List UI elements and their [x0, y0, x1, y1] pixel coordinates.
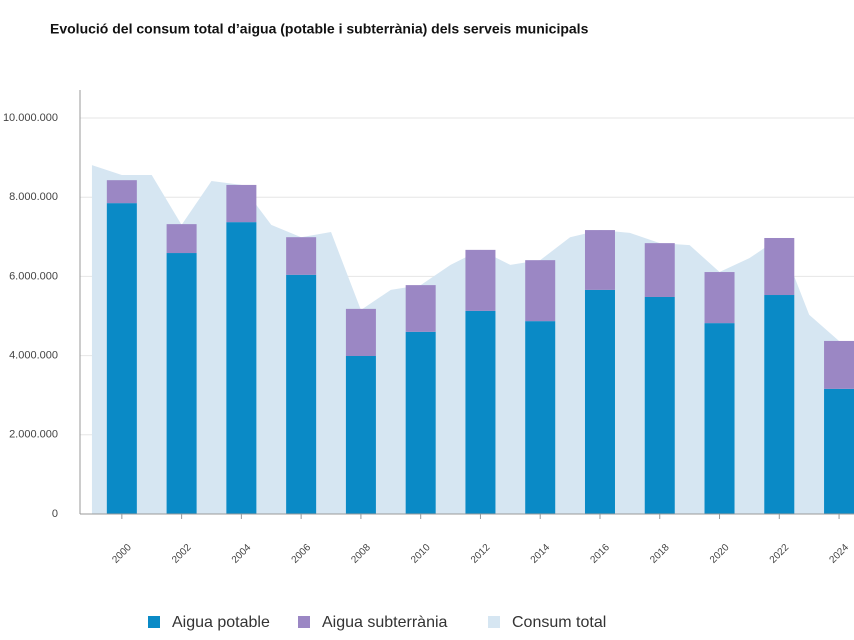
x-tick-label: 2020: [708, 542, 732, 566]
y-tick-label: 4.000.000: [9, 350, 58, 362]
x-tick-label: 2006: [290, 542, 314, 566]
x-tick-label: 2022: [768, 542, 792, 566]
x-tick-label: 2014: [529, 542, 553, 566]
bar: [226, 184, 257, 223]
bar: [106, 203, 137, 514]
bar: [525, 260, 556, 322]
legend-label: Aigua potable: [172, 614, 270, 631]
bar: [644, 296, 675, 514]
x-tick-label: 2000: [110, 542, 134, 566]
x-tick-label: 2024: [828, 542, 852, 566]
bar: [764, 295, 795, 514]
bar: [465, 310, 496, 514]
bar: [764, 237, 795, 296]
y-tick-label: 10.000.000: [3, 112, 58, 124]
bar: [584, 289, 615, 514]
bar: [166, 224, 197, 254]
bar: [525, 321, 556, 514]
bar: [226, 222, 257, 514]
legend-swatch: [298, 616, 310, 628]
y-tick-label: 2.000.000: [9, 429, 58, 441]
chart-title: Evolució del consum total d’aigua (potab…: [50, 21, 589, 37]
bar: [704, 323, 735, 514]
bar: [166, 253, 197, 514]
x-tick-label: 2010: [409, 542, 433, 566]
bar: [644, 243, 675, 297]
legend-label: Aigua subterrània: [322, 614, 448, 631]
bar: [405, 285, 436, 332]
bar: [286, 237, 317, 275]
bar: [345, 308, 376, 356]
x-tick-label: 2004: [230, 542, 254, 566]
x-tick-label: 2002: [170, 542, 194, 566]
bar: [345, 355, 376, 514]
bar: [465, 249, 496, 311]
y-tick-label: 0: [52, 508, 58, 520]
y-tick-label: 8.000.000: [9, 191, 58, 203]
legend-swatch: [148, 616, 160, 628]
bar: [704, 272, 735, 324]
legend-label: Consum total: [512, 614, 606, 631]
y-tick-label: 6.000.000: [9, 270, 58, 282]
bar: [286, 274, 317, 514]
x-tick-label: 2012: [469, 542, 493, 566]
legend-swatch: [488, 616, 500, 628]
bar: [405, 331, 436, 514]
x-tick-label: 2018: [648, 542, 672, 566]
bar: [824, 340, 854, 389]
bar: [584, 230, 615, 290]
bar: [824, 388, 854, 514]
x-tick-label: 2016: [588, 542, 612, 566]
bar: [106, 180, 137, 204]
x-tick-label: 2008: [349, 542, 373, 566]
